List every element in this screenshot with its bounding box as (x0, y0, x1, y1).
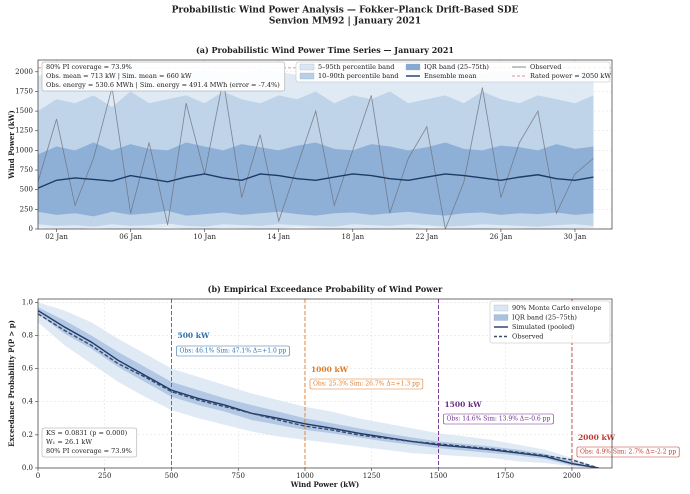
x-tick-label: 1500 (430, 472, 448, 480)
threshold-box (443, 413, 554, 425)
threshold-text: Obs: 25.3% Sim: 26.7% Δ=+1.3 pp (313, 381, 420, 388)
legend-swatch (493, 304, 509, 312)
info-text: Obs. energy = 530.6 MWh | Sim. energy = … (46, 81, 280, 89)
y-tick-label: 750 (20, 166, 33, 174)
threshold-title: 1500 kW (444, 400, 482, 409)
info-text: 80% PI coverage = 73.9% (46, 447, 132, 455)
legend: 90% Monte Carlo envelope IQR band (25–75t… (489, 300, 611, 344)
info-box: 80% PI coverage = 73.9%Obs. mean = 713 k… (41, 61, 286, 92)
y-axis-label: Exceedance Probability P(P > p) (7, 320, 16, 447)
threshold-box (176, 345, 290, 357)
info-bg (41, 61, 286, 92)
threshold-text: Obs: 4.9% Sim: 2.7% Δ=-2.2 pp (580, 449, 676, 456)
x-tick-label: 06 Jan (119, 233, 142, 241)
chart-title: (b) Empirical Exceedance Probability of … (208, 284, 443, 294)
info-text: W₁ = 26.1 kW (46, 438, 92, 446)
x-tick-label: 2000 (563, 472, 581, 480)
y-tick-label: 0.2 (22, 431, 33, 439)
legend-label: Simulated (pooled) (512, 323, 575, 331)
y-tick-label: 500 (20, 186, 33, 194)
y-tick-label: 0.0 (22, 464, 33, 472)
threshold-title: 1000 kW (311, 365, 349, 374)
series-line (38, 310, 599, 468)
legend-bg (489, 300, 611, 344)
plot-frame (37, 59, 613, 230)
y-tick-label: 250 (20, 205, 33, 213)
plot-frame (37, 298, 613, 469)
x-tick-label: 10 Jan (193, 233, 216, 241)
x-tick-label: 30 Jan (564, 233, 587, 241)
threshold-text: Obs: 14.6% Sim: 13.9% Δ=-0.6 pp (446, 416, 550, 423)
legend-bg (295, 61, 611, 83)
band (38, 302, 599, 468)
info-text: KS = 0.0831 (p = 0.000) (46, 429, 128, 437)
legend-label: 90% Monte Carlo envelope (512, 304, 602, 312)
legend-label: IQR band (25–75th) (424, 63, 489, 71)
series-line (38, 313, 599, 468)
legend-swatch (299, 63, 315, 71)
suptitle: Probabilistic Wind Power Analysis — Fokk… (172, 6, 519, 16)
series-line (38, 173, 594, 189)
x-tick-label: 1750 (496, 472, 514, 480)
legend-swatch (405, 63, 421, 71)
legend-label: Rated power = 2050 kW (530, 72, 611, 80)
y-tick-label: 0.6 (22, 365, 34, 373)
x-tick-label: 22 Jan (416, 233, 439, 241)
plot-layer (38, 299, 612, 468)
y-tick-label: 1500 (15, 107, 33, 115)
y-tick-label: 2000 (15, 68, 33, 76)
series-line (38, 79, 594, 229)
threshold-title: 500 kW (177, 331, 209, 340)
x-axis-label: Wind Power (kW) (290, 480, 360, 489)
x-tick-label: 1000 (296, 472, 314, 480)
x-tick-label: 18 Jan (341, 233, 364, 241)
y-tick-label: 0.4 (22, 398, 34, 406)
info-text: 80% PI coverage = 73.9% (46, 63, 132, 71)
y-tick-label: 1000 (15, 146, 33, 154)
x-tick-label: 250 (98, 472, 111, 480)
legend-label: 5–95th percentile band (318, 63, 394, 71)
y-tick-label: 1750 (15, 87, 33, 95)
info-bg (41, 427, 138, 458)
legend-label: Observed (512, 333, 543, 341)
y-tick-label: 1250 (15, 127, 33, 135)
legend-label: Ensemble mean (424, 72, 477, 80)
legend-swatch (493, 314, 509, 321)
suptitle: Senvion MM92 | January 2021 (269, 17, 421, 27)
x-tick-label: 750 (232, 472, 245, 480)
legend-label: IQR band (25–75th) (512, 314, 577, 322)
threshold-box (309, 378, 424, 390)
threshold-title: 2000 kW (578, 433, 616, 442)
legend-label: 10–90th percentile band (318, 72, 399, 80)
info-text: Obs. mean = 713 kW | Sim. mean = 660 kW (46, 72, 192, 80)
x-tick-label: 1250 (363, 472, 381, 480)
x-tick-label: 26 Jan (490, 233, 513, 241)
chart-title: (a) Probabilistic Wind Power Time Series… (196, 45, 454, 55)
y-tick-label: 1.0 (22, 298, 33, 306)
legend-label: Observed (530, 63, 561, 71)
threshold-text: Obs: 46.1% Sim: 47.1% Δ=+1.0 pp (179, 348, 286, 355)
x-tick-label: 02 Jan (45, 233, 68, 241)
x-tick-label: 0 (36, 472, 40, 480)
legend-swatch (299, 72, 315, 80)
y-axis-label: Wind Power (kW) (7, 110, 16, 180)
band (38, 142, 594, 217)
y-tick-label: 0.8 (22, 331, 33, 339)
plot-layer (38, 60, 612, 229)
x-tick-label: 14 Jan (267, 233, 290, 241)
x-tick-label: 500 (165, 472, 178, 480)
y-tick-label: 0 (29, 225, 33, 233)
threshold-box (576, 446, 680, 458)
